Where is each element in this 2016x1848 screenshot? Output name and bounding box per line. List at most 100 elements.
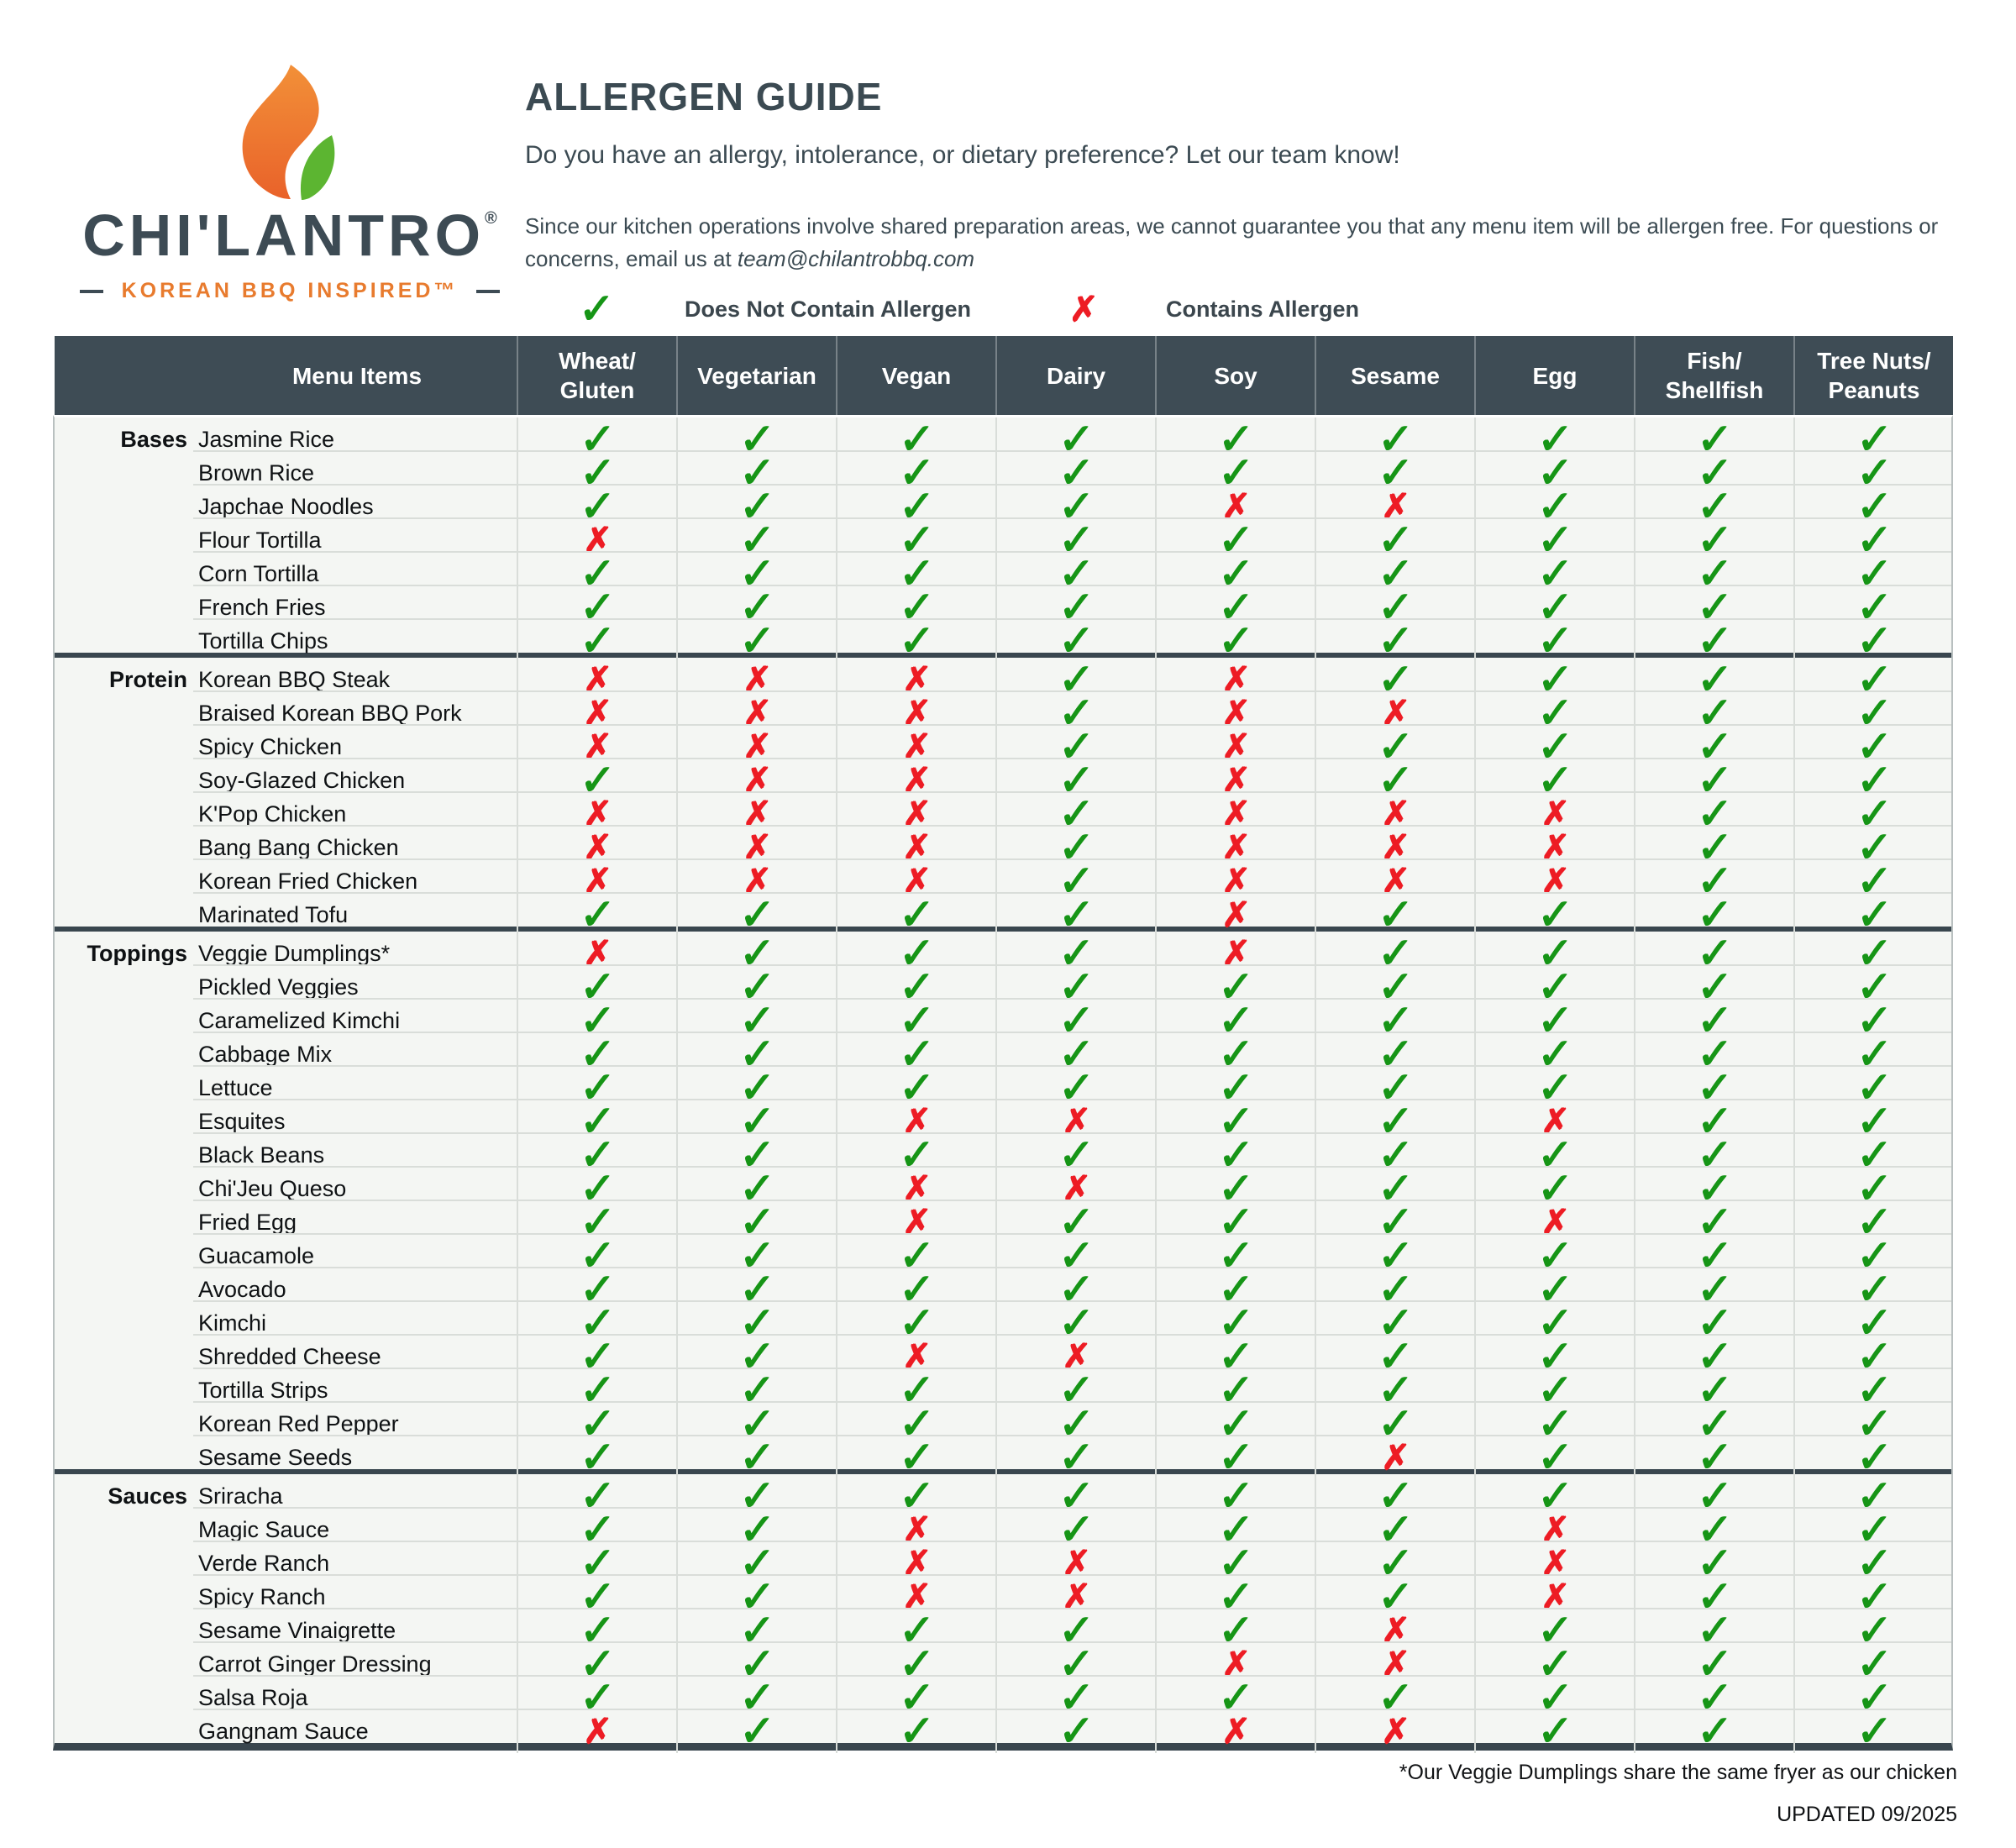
- mark-cell: ✗: [1155, 893, 1315, 937]
- section-bases: Bases Jasmine Rice ✓ ✓ ✓ ✓ ✓ ✓ ✓ ✓ ✓ Brown Rice ✓ ✓ ✓ ✓…: [55, 417, 1951, 663]
- mark-cell: ✓: [517, 893, 676, 937]
- column-header-soy: Soy: [1155, 336, 1315, 415]
- section-protein: Protein Korean BBQ Steak ✗ ✗ ✗ ✓ ✗ ✓ ✓ ✓ ✓ Braised …: [55, 653, 1951, 937]
- check-icon: ✓: [1536, 1432, 1573, 1483]
- item-name: Japchae Noodles: [198, 493, 374, 519]
- table-row: Soy-Glazed Chicken ✓ ✗ ✗ ✓ ✗ ✓ ✓ ✓ ✓: [55, 758, 1951, 802]
- check-icon: ✓: [1696, 890, 1733, 940]
- contact-email: team@chilantrobbq.com: [737, 246, 975, 271]
- check-icon: ✓: [579, 1432, 616, 1483]
- mark-cell: ✓: [676, 1709, 836, 1753]
- mark-cell: ✓: [1793, 1436, 1953, 1479]
- table-row: Brown Rice ✓ ✓ ✓ ✓ ✓ ✓ ✓ ✓ ✓: [55, 450, 1951, 495]
- brand-tagline-row: KOREAN BBQ INSPIRED™: [80, 279, 500, 303]
- check-icon: ✓: [1536, 1706, 1573, 1756]
- table-row: Salsa Roja ✓ ✓ ✓ ✓ ✓ ✓ ✓ ✓ ✓: [55, 1675, 1951, 1719]
- check-icon: ✓: [1696, 1432, 1733, 1483]
- group-label: [55, 619, 193, 663]
- check-icon: ✓: [579, 890, 616, 940]
- item-name: Spicy Ranch: [198, 1583, 326, 1609]
- check-icon: ✓: [1377, 890, 1414, 940]
- check-icon: ✓: [1377, 616, 1414, 666]
- table-row: Tortilla Strips ✓ ✓ ✓ ✓ ✓ ✓ ✓ ✓ ✓: [55, 1368, 1951, 1412]
- table-row: Korean Red Pepper ✓ ✓ ✓ ✓ ✓ ✓ ✓ ✓ ✓: [55, 1401, 1951, 1446]
- column-header-fish-shellfish: Fish/Shellfish: [1634, 336, 1793, 415]
- mark-cell: ✓: [1634, 619, 1793, 663]
- legend-x-label: Contains Allergen: [1166, 296, 1360, 322]
- table-row: Shredded Cheese ✓ ✓ ✗ ✗ ✓ ✓ ✓ ✓ ✓: [55, 1334, 1951, 1378]
- x-icon: ✗: [1221, 1710, 1251, 1751]
- item-name: Braised Korean BBQ Pork: [198, 700, 462, 726]
- mark-cell: ✓: [676, 893, 836, 937]
- table-row: Verde Ranch ✓ ✓ ✗ ✗ ✓ ✓ ✗ ✓ ✓: [55, 1541, 1951, 1585]
- item-name: Veggie Dumplings*: [198, 940, 391, 966]
- item-name: French Fries: [198, 594, 326, 620]
- section-toppings: Toppings Veggie Dumplings* ✗ ✓ ✓ ✓ ✗ ✓ ✓ ✓ ✓ Pickle…: [55, 927, 1951, 1479]
- section-sauces: Sauces Sriracha ✓ ✓ ✓ ✓ ✓ ✓ ✓ ✓ ✓ Magic Sauce ✓ ✓ ✗ ✓ ✓ ✓…: [55, 1469, 1951, 1753]
- item-name: Korean Red Pepper: [198, 1410, 399, 1436]
- check-icon: ✓: [1536, 616, 1573, 666]
- check-icon: ✓: [1217, 616, 1254, 666]
- page-subtitle: Do you have an allergy, intolerance, or …: [525, 141, 1400, 169]
- item-name: Sriracha: [198, 1483, 283, 1509]
- brand-logo: CHI'LANTRO® KOREAN BBQ INSPIRED™: [80, 34, 500, 302]
- item-name: Jasmine Rice: [198, 426, 335, 452]
- check-icon: ✓: [1058, 616, 1095, 666]
- table-row: Lettuce ✓ ✓ ✓ ✓ ✓ ✓ ✓ ✓ ✓: [55, 1065, 1951, 1110]
- mark-cell: ✓: [836, 1436, 995, 1479]
- mark-cell: ✓: [995, 619, 1155, 663]
- table-row: Sesame Seeds ✓ ✓ ✓ ✓ ✓ ✗ ✓ ✓ ✓: [55, 1435, 1951, 1479]
- mark-cell: ✓: [1315, 893, 1474, 937]
- check-icon: ✓: [738, 616, 775, 666]
- item-name: Chi'Jeu Queso: [198, 1175, 347, 1201]
- mark-cell: ✓: [1634, 1709, 1793, 1753]
- table-row: Spicy Ranch ✓ ✓ ✗ ✗ ✓ ✓ ✗ ✓ ✓: [55, 1574, 1951, 1619]
- table-row: Japchae Noodles ✓ ✓ ✓ ✓ ✗ ✗ ✓ ✓ ✓: [55, 484, 1951, 528]
- item-name: Shredded Cheese: [198, 1343, 381, 1369]
- check-icon: ✓: [898, 1432, 935, 1483]
- item-name: Esquites: [198, 1108, 286, 1134]
- table-row: K'Pop Chicken ✗ ✗ ✗ ✓ ✗ ✗ ✗ ✓ ✓: [55, 791, 1951, 836]
- item-name: Caramelized Kimchi: [198, 1007, 401, 1033]
- brand-tagline: KOREAN BBQ INSPIRED™: [121, 279, 459, 302]
- legend-check: ✓: [578, 286, 615, 333]
- mark-cell: ✓: [995, 893, 1155, 937]
- item-name: Corn Tortilla: [198, 560, 319, 586]
- column-header-vegetarian: Vegetarian: [676, 336, 836, 415]
- item-name: Marinated Tofu: [198, 901, 349, 927]
- check-icon: ✓: [1058, 890, 1095, 940]
- page-title: ALLERGEN GUIDE: [525, 75, 883, 118]
- column-header-wheat-gluten: Wheat/Gluten: [517, 336, 676, 415]
- item-name: Sesame Seeds: [198, 1444, 353, 1470]
- mark-cell: ✓: [1793, 1709, 1953, 1753]
- mark-cell: ✓: [995, 1436, 1155, 1479]
- table-row: Bang Bang Chicken ✗ ✗ ✗ ✓ ✗ ✗ ✗ ✓ ✓: [55, 825, 1951, 869]
- mark-cell: ✓: [517, 619, 676, 663]
- check-icon: ✓: [578, 284, 615, 334]
- table-row: Corn Tortilla ✓ ✓ ✓ ✓ ✓ ✓ ✓ ✓ ✓: [55, 551, 1951, 596]
- disclaimer-text: Since our kitchen operations involve sha…: [525, 210, 1953, 276]
- table-row: Sesame Vinaigrette ✓ ✓ ✓ ✓ ✓ ✗ ✓ ✓ ✓: [55, 1608, 1951, 1652]
- table-row: Cabbage Mix ✓ ✓ ✓ ✓ ✓ ✓ ✓ ✓ ✓: [55, 1032, 1951, 1076]
- registered-mark: ®: [485, 209, 497, 228]
- item-name: Pickled Veggies: [198, 974, 359, 1000]
- mark-cell: ✓: [1474, 619, 1634, 663]
- table-row: Toppings Veggie Dumplings* ✗ ✓ ✓ ✓ ✗ ✓ ✓ ✓ ✓: [55, 932, 1951, 975]
- table-row: Protein Korean BBQ Steak ✗ ✗ ✗ ✓ ✗ ✓ ✓ ✓ ✓: [55, 658, 1951, 701]
- x-icon: ✗: [1221, 894, 1251, 935]
- item-name: Tortilla Chips: [198, 627, 328, 654]
- table-row: Caramelized Kimchi ✓ ✓ ✓ ✓ ✓ ✓ ✓ ✓ ✓: [55, 998, 1951, 1042]
- tagline-dash-right: [476, 289, 500, 293]
- item-name: Guacamole: [198, 1242, 315, 1268]
- group-label: [55, 1709, 193, 1753]
- mark-cell: ✓: [676, 1436, 836, 1479]
- check-icon: ✓: [1696, 616, 1733, 666]
- check-icon: ✓: [738, 890, 775, 940]
- table-row: Esquites ✓ ✓ ✗ ✗ ✓ ✓ ✗ ✓ ✓: [55, 1099, 1951, 1143]
- table-row: Kimchi ✓ ✓ ✓ ✓ ✓ ✓ ✓ ✓ ✓: [55, 1300, 1951, 1345]
- column-header-tree-nuts-peanuts: Tree Nuts/Peanuts: [1793, 336, 1953, 415]
- check-icon: ✓: [898, 1706, 935, 1756]
- table-row: Sauces Sriracha ✓ ✓ ✓ ✓ ✓ ✓ ✓ ✓ ✓: [55, 1474, 1951, 1518]
- item-name: Tortilla Strips: [198, 1377, 328, 1403]
- mark-cell: ✓: [1474, 1709, 1634, 1753]
